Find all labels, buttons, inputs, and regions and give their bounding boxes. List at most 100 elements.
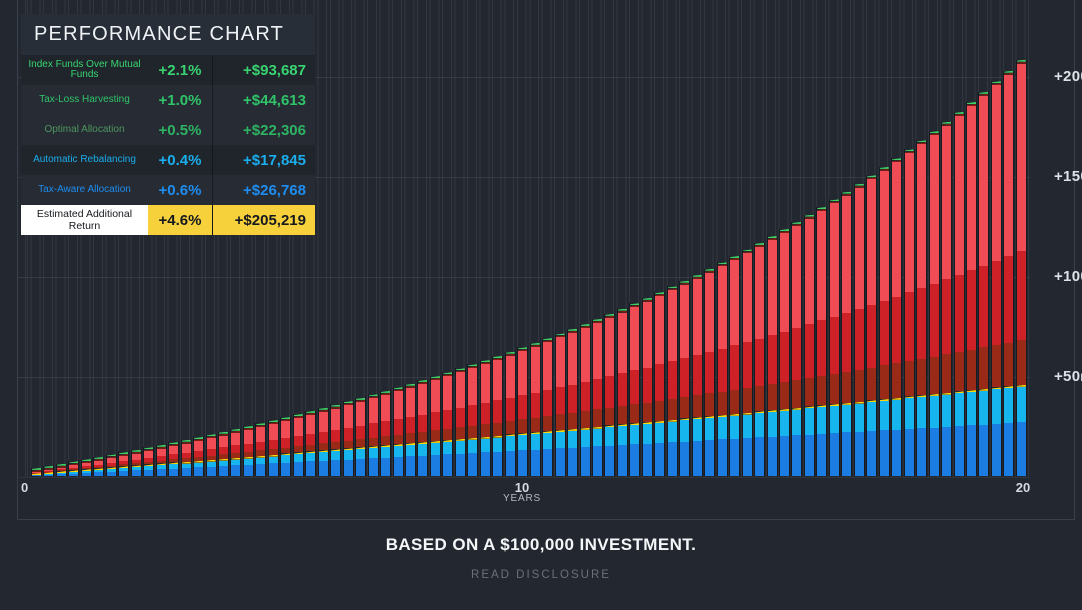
bar-quarter-54[interactable]: [691, 274, 703, 476]
bar-quarter-51[interactable]: [654, 292, 666, 476]
bar-quarter-45[interactable]: [579, 323, 591, 476]
bar-segment: [655, 400, 665, 421]
bar-quarter-41[interactable]: [529, 342, 541, 476]
legend-row: Tax-Loss Harvesting +1.0% +$44,613: [21, 85, 315, 115]
bar-quarter-5[interactable]: [80, 459, 92, 476]
bar-quarter-46[interactable]: [591, 318, 603, 476]
bar-quarter-65[interactable]: [828, 199, 840, 476]
bar-cap: [717, 414, 727, 417]
bar-cap: [742, 249, 752, 252]
bar-segment: [942, 354, 952, 393]
bar-segment: [194, 456, 204, 461]
bar-segment: [306, 453, 316, 462]
bar-quarter-36[interactable]: [467, 364, 479, 476]
bar-quarter-69[interactable]: [878, 166, 890, 476]
bar-quarter-7[interactable]: [105, 454, 117, 476]
bar-quarter-34[interactable]: [442, 372, 454, 476]
bar-quarter-63[interactable]: [803, 214, 815, 476]
bar-quarter-26[interactable]: [342, 401, 354, 476]
bar-quarter-29[interactable]: [380, 390, 392, 476]
bar-quarter-33[interactable]: [429, 376, 441, 476]
bar-quarter-21[interactable]: [280, 417, 292, 476]
bar-quarter-60[interactable]: [766, 235, 778, 476]
bar-quarter-16[interactable]: [217, 431, 229, 476]
bar-quarter-52[interactable]: [666, 286, 678, 476]
bar-quarter-3[interactable]: [55, 463, 67, 476]
bar-quarter-19[interactable]: [255, 423, 267, 476]
bar-segment: [605, 427, 615, 446]
bar-quarter-48[interactable]: [616, 308, 628, 476]
bar-quarter-68[interactable]: [866, 175, 878, 476]
bar-quarter-40[interactable]: [517, 347, 529, 476]
bar-quarter-43[interactable]: [554, 333, 566, 476]
bar-quarter-24[interactable]: [317, 407, 329, 476]
bar-quarter-18[interactable]: [242, 425, 254, 476]
bar-quarter-72[interactable]: [916, 140, 928, 476]
bar-quarter-76[interactable]: [965, 101, 977, 476]
bar-quarter-44[interactable]: [567, 328, 579, 476]
read-disclosure-link[interactable]: READ DISCLOSURE: [471, 569, 611, 581]
bar-quarter-4[interactable]: [68, 461, 80, 476]
bar-segment: [1016, 422, 1026, 476]
bar-quarter-35[interactable]: [454, 368, 466, 476]
bar-quarter-38[interactable]: [492, 355, 504, 476]
bar-quarter-25[interactable]: [330, 404, 342, 476]
bar-quarter-47[interactable]: [604, 313, 616, 476]
bar-segment: [181, 463, 191, 468]
bar-quarter-6[interactable]: [93, 456, 105, 476]
bar-quarter-75[interactable]: [953, 111, 965, 476]
bar-quarter-61[interactable]: [778, 228, 790, 476]
bar-quarter-67[interactable]: [853, 183, 865, 476]
bar-quarter-64[interactable]: [816, 207, 828, 476]
bar-quarter-17[interactable]: [230, 428, 242, 476]
bar-quarter-58[interactable]: [741, 249, 753, 476]
bar-quarter-22[interactable]: [292, 414, 304, 476]
bar-quarter-62[interactable]: [791, 221, 803, 476]
bar-quarter-70[interactable]: [891, 158, 903, 476]
bar-quarter-71[interactable]: [903, 149, 915, 476]
bar-quarter-59[interactable]: [754, 242, 766, 476]
bar-quarter-2[interactable]: [43, 465, 55, 476]
bar-quarter-79[interactable]: [1003, 70, 1015, 476]
bar-quarter-30[interactable]: [392, 387, 404, 476]
bar-quarter-50[interactable]: [641, 297, 653, 476]
bar-quarter-78[interactable]: [990, 81, 1002, 476]
bar-cap: [779, 229, 789, 231]
bar-segment: [642, 423, 652, 444]
bar-quarter-23[interactable]: [305, 410, 317, 476]
bar-quarter-39[interactable]: [504, 351, 516, 476]
bar-quarter-74[interactable]: [941, 121, 953, 476]
bar-quarter-66[interactable]: [841, 191, 853, 476]
bar-quarter-57[interactable]: [729, 255, 741, 476]
bar-quarter-27[interactable]: [355, 397, 367, 476]
bar-quarter-20[interactable]: [267, 420, 279, 476]
bar-quarter-1[interactable]: [31, 467, 42, 476]
bar-segment: [393, 391, 403, 420]
bar-quarter-8[interactable]: [118, 452, 130, 476]
bar-quarter-42[interactable]: [542, 338, 554, 476]
bar-quarter-28[interactable]: [367, 394, 379, 476]
bar-segment: [44, 470, 54, 472]
bar-quarter-53[interactable]: [679, 280, 691, 476]
bar-quarter-13[interactable]: [180, 439, 192, 476]
bar-quarter-32[interactable]: [417, 379, 429, 476]
bar-quarter-9[interactable]: [130, 449, 142, 476]
bar-quarter-73[interactable]: [928, 131, 940, 476]
bar-quarter-14[interactable]: [193, 436, 205, 476]
bar-quarter-15[interactable]: [205, 434, 217, 476]
bar-segment: [991, 85, 1001, 261]
bar-quarter-12[interactable]: [168, 442, 180, 476]
bar-quarter-31[interactable]: [404, 383, 416, 476]
bar-quarter-37[interactable]: [479, 360, 491, 476]
bar-quarter-11[interactable]: [155, 444, 167, 476]
bar-quarter-49[interactable]: [629, 303, 641, 476]
bar-quarter-77[interactable]: [978, 91, 990, 476]
bar-quarter-80[interactable]: [1015, 59, 1027, 476]
bar-segment: [730, 345, 740, 390]
bar-cap: [243, 456, 253, 459]
bar-segment: [767, 412, 777, 437]
bar-quarter-55[interactable]: [704, 268, 716, 476]
bar-quarter-10[interactable]: [143, 447, 155, 476]
bar-quarter-56[interactable]: [716, 262, 728, 476]
bar-cap: [767, 235, 777, 238]
